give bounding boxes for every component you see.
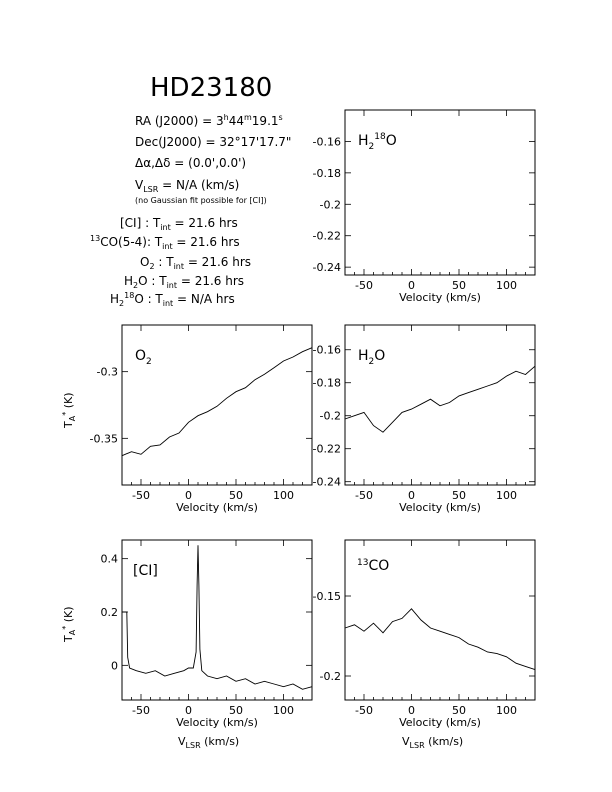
y-tick-label: -0.24 bbox=[313, 476, 341, 489]
spectrum-trace bbox=[344, 365, 536, 433]
label-ci: [CI] bbox=[133, 563, 158, 579]
xlabel2-ci: VLSR (km/s) bbox=[178, 735, 239, 750]
y-tick-label: -0.15 bbox=[313, 590, 341, 603]
label-13co: 13CO bbox=[357, 558, 389, 574]
x-tick-label: -50 bbox=[132, 704, 150, 717]
y-tick-label: 0.2 bbox=[101, 606, 119, 619]
y-tick-label: -0.2 bbox=[320, 198, 341, 211]
y-tick-label: -0.3 bbox=[97, 366, 118, 379]
x-tick-label: -50 bbox=[355, 489, 373, 502]
page-title: HD23180 bbox=[150, 73, 272, 103]
y-tick-label: -0.16 bbox=[313, 135, 341, 148]
x-axis-label: Velocity (km/s) bbox=[399, 501, 481, 514]
x-tick-label: 0 bbox=[408, 489, 415, 502]
gaussian-note: (no Gaussian fit possible for [CI]) bbox=[135, 196, 267, 205]
ylabel-o2: TA* (K) bbox=[61, 392, 77, 429]
x-tick-label: 0 bbox=[185, 704, 192, 717]
x-tick-label: -50 bbox=[355, 279, 373, 292]
x-axis-label: Velocity (km/s) bbox=[176, 716, 258, 729]
label-h2o: H2O bbox=[358, 348, 385, 367]
x-tick-label: 50 bbox=[452, 279, 466, 292]
y-tick-label: -0.2 bbox=[320, 410, 341, 423]
x-tick-label: 100 bbox=[273, 704, 294, 717]
x-tick-label: 100 bbox=[496, 279, 517, 292]
x-axis-label: Velocity (km/s) bbox=[176, 501, 258, 514]
y-tick-label: -0.22 bbox=[313, 230, 341, 243]
tint-h2o: H2O : Tint = 21.6 hrs bbox=[124, 274, 244, 290]
dec-label: Dec(J2000) = 32°17'17.7" bbox=[135, 135, 291, 149]
y-tick-label: -0.2 bbox=[320, 670, 341, 683]
x-tick-label: -50 bbox=[355, 704, 373, 717]
plot-frame bbox=[121, 324, 313, 486]
x-axis-label: Velocity (km/s) bbox=[399, 716, 481, 729]
y-tick-label: -0.22 bbox=[313, 443, 341, 456]
x-tick-label: 100 bbox=[273, 489, 294, 502]
panel-h2o: -50 0 50 100 -0.16 -0.18 -0.2 -0.22 -0.24 Velocit… bbox=[313, 324, 536, 514]
offset-label: Δα,Δδ = (0.0',0.0') bbox=[135, 156, 246, 170]
label-o2: O2 bbox=[135, 348, 152, 367]
tint-list: [CI] : Tint = 21.6 hrs 13CO(5-4): Tint =… bbox=[90, 216, 251, 308]
panel-o2: -50 0 50 100 -0.3 -0.35 Velocity (km/s) bbox=[90, 324, 313, 514]
ra-label: RA (J2000) = 3h44m19.1s bbox=[135, 113, 283, 128]
tint-ci: [CI] : Tint = 21.6 hrs bbox=[120, 216, 238, 232]
x-tick-label: 100 bbox=[496, 704, 517, 717]
x-tick-label: 0 bbox=[408, 704, 415, 717]
y-tick-label: -0.35 bbox=[90, 432, 118, 445]
spectrum-trace bbox=[122, 545, 313, 690]
x-tick-label: 50 bbox=[229, 704, 243, 717]
vlsr-label: VLSR = N/A (km/s) bbox=[135, 178, 239, 194]
panel-h218o: -50 0 50 100 -0.16 -0.18 -0.2 -0.22 -0.24 Velocit… bbox=[313, 109, 536, 304]
x-tick-label: 50 bbox=[452, 489, 466, 502]
x-tick-label: -50 bbox=[132, 489, 150, 502]
tint-o2: O2 : Tint = 21.6 hrs bbox=[140, 255, 251, 271]
y-tick-label: -0.16 bbox=[313, 344, 341, 357]
panel-co13: -50 0 50 100 -0.15 -0.2 Velocity (km/s) bbox=[313, 539, 536, 729]
spectrum-trace bbox=[121, 347, 313, 457]
ylabel-ci: TA* (K) bbox=[61, 606, 77, 643]
xlabel2-co13: VLSR (km/s) bbox=[402, 735, 463, 750]
y-tick-label: -0.24 bbox=[313, 261, 341, 274]
x-tick-label: 0 bbox=[408, 279, 415, 292]
y-tick-label: 0.4 bbox=[101, 553, 119, 566]
x-tick-label: 50 bbox=[452, 704, 466, 717]
x-tick-label: 0 bbox=[185, 489, 192, 502]
tint-13co: 13CO(5-4): Tint = 21.6 hrs bbox=[90, 234, 240, 251]
y-tick-label: 0 bbox=[111, 659, 118, 672]
tint-h218o: H218O : Tint = N/A hrs bbox=[110, 291, 235, 308]
y-tick-label: -0.18 bbox=[313, 377, 341, 390]
label-h218o: H218O bbox=[358, 132, 397, 152]
y-tick-label: -0.18 bbox=[313, 167, 341, 180]
spectrum-trace bbox=[344, 608, 536, 671]
x-tick-label: 50 bbox=[229, 489, 243, 502]
x-axis-label: Velocity (km/s) bbox=[399, 291, 481, 304]
x-tick-label: 100 bbox=[496, 489, 517, 502]
